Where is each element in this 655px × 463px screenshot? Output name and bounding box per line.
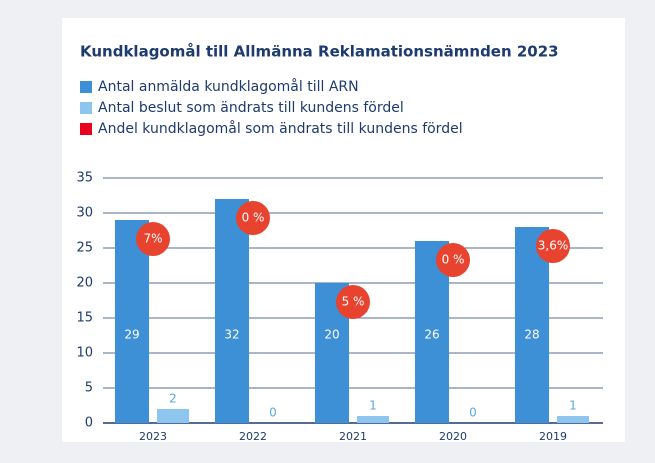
percent-marker [436,243,470,277]
percent-label: 0 % [242,211,265,225]
percent-label: 0 % [442,253,465,267]
bar-label: 1 [569,399,577,413]
bar [115,220,149,423]
percent-marker [136,222,170,256]
y-tick-label: 20 [76,276,93,291]
x-tick-label: 2023 [139,430,167,443]
bar-label: 1 [369,399,377,413]
x-tick-label: 2022 [239,430,267,443]
legend-swatch [80,102,92,114]
bar [215,199,249,423]
percent-label: 5 % [342,295,365,309]
legend-label: Antal anmälda kundklagomål till ARN [98,78,359,95]
y-tick-label: 30 [76,206,93,221]
legend-label: Antal beslut som ändrats till kundens fö… [98,100,404,116]
y-tick-label: 25 [76,241,93,256]
y-tick-label: 5 [85,381,93,396]
bar [557,416,589,423]
percent-marker [236,201,270,235]
bar-label: 28 [524,328,539,342]
bar-label: 0 [469,406,477,420]
y-tick-label: 35 [76,171,93,186]
bar-label: 29 [124,328,139,342]
bar-label: 26 [424,328,439,342]
legend-label: Andel kundklagomål som ändrats till kund… [98,120,463,137]
y-tick-label: 15 [76,311,93,326]
x-tick-label: 2019 [539,430,567,443]
percent-label: 3,6% [538,239,569,253]
bar [157,409,189,423]
bar-label: 20 [324,328,339,342]
legend-swatch [80,123,92,135]
legend-swatch [80,81,92,93]
percent-marker [536,229,570,263]
y-tick-label: 0 [85,416,93,431]
bar-label: 0 [269,406,277,420]
x-tick-label: 2021 [339,430,367,443]
bar-label: 32 [224,328,239,342]
bar [357,416,389,423]
y-tick-label: 10 [76,346,93,361]
x-tick-label: 2020 [439,430,467,443]
chart-title: Kundklagomål till Allmänna Reklamationsn… [80,43,559,61]
percent-label: 7% [143,232,162,246]
percent-marker [336,285,370,319]
bar-label: 2 [169,392,177,406]
